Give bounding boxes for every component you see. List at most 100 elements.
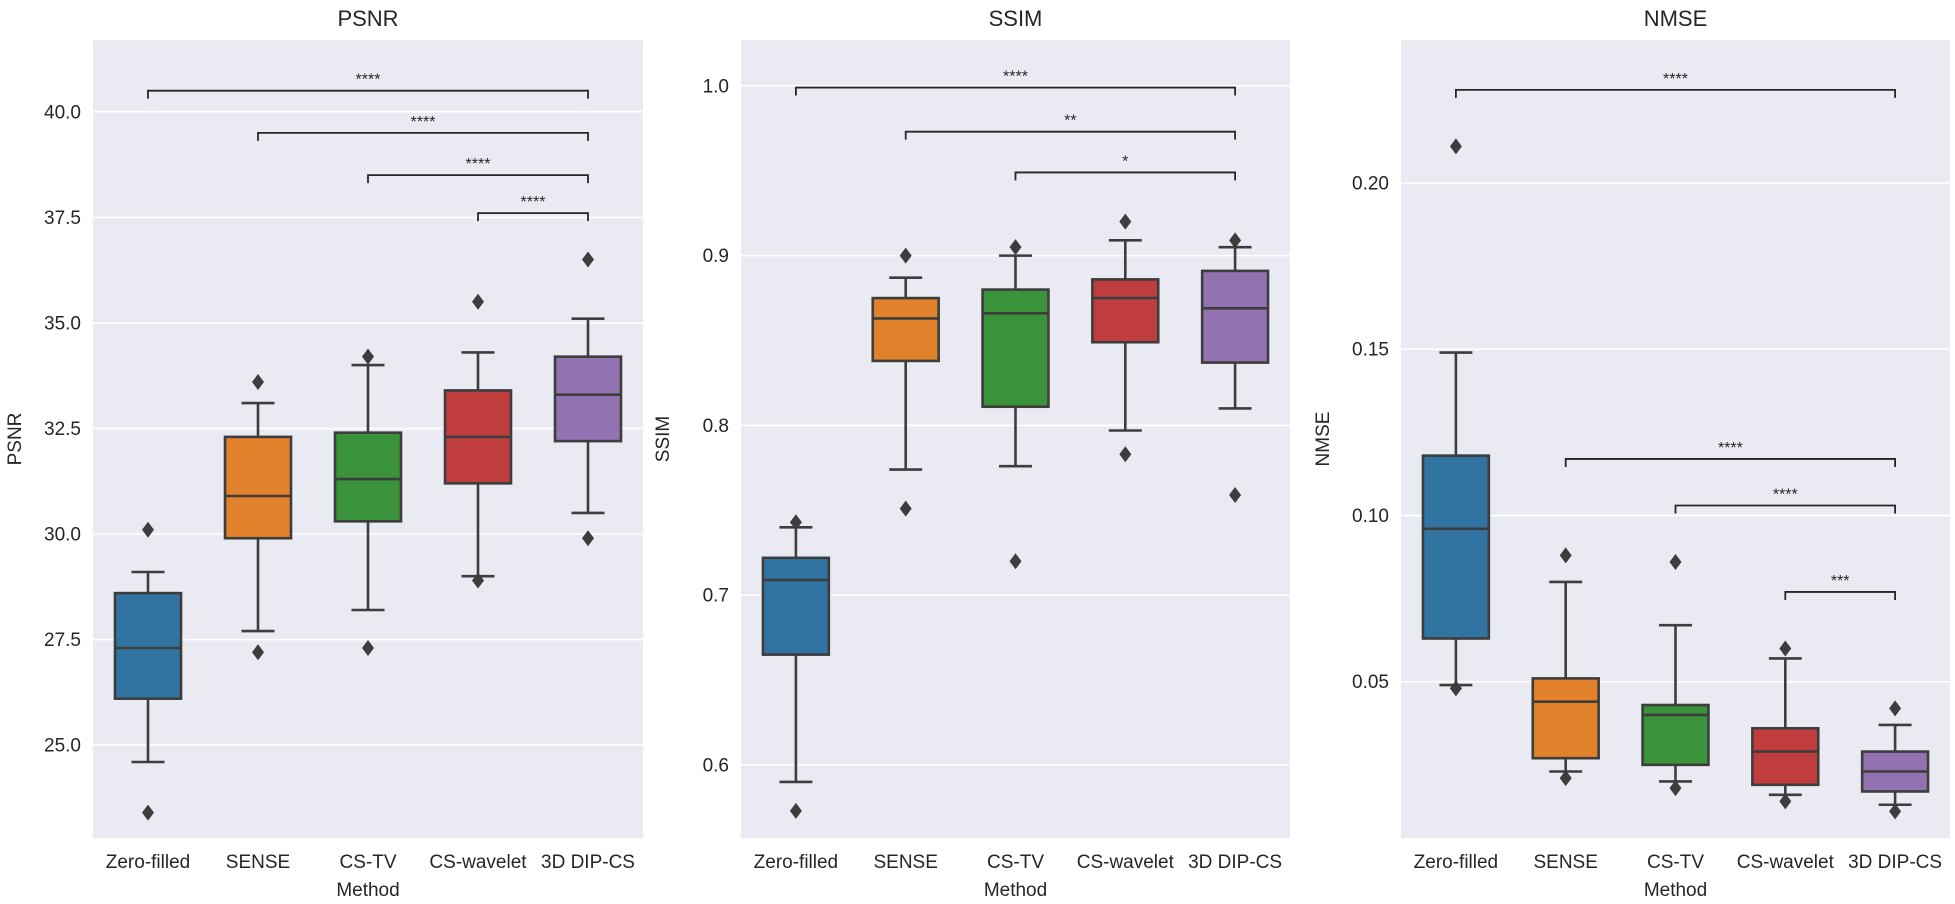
psnr-ytick-label: 27.5 (44, 630, 81, 651)
nmse-title: NMSE (1644, 6, 1708, 31)
ssim-outlier (1009, 553, 1022, 570)
ssim-bracket-label: **** (1003, 69, 1028, 86)
nmse-outlier (1559, 547, 1572, 564)
ssim-outlier (1119, 446, 1132, 463)
nmse-xtick-label: SENSE (1533, 852, 1597, 873)
nmse-ytick-label: 0.15 (1352, 340, 1389, 361)
psnr-bracket-line (367, 174, 589, 184)
ssim-outlier (1229, 232, 1242, 249)
psnr-bracket-label: **** (521, 194, 546, 211)
psnr-ytick-label: 25.0 (44, 736, 81, 757)
nmse-iqr-box (1531, 677, 1600, 760)
psnr-xtick-label: Zero-filled (106, 852, 190, 873)
psnr-bracket-line (257, 131, 589, 141)
nmse-bracket-label: *** (1831, 573, 1850, 590)
psnr-outlier (362, 640, 374, 656)
ssim-box-1 (761, 514, 831, 819)
nmse-significance-bracket: **** (1455, 71, 1896, 98)
psnr-xlabel: Method (336, 880, 399, 901)
ssim-box-3 (981, 239, 1050, 570)
psnr-box-5 (553, 251, 623, 547)
ssim-iqr-box (761, 556, 831, 656)
psnr-bracket-label: **** (411, 114, 436, 131)
nmse-panel: *************** 0.050.100.150.20 Zero-fi… (1313, 6, 1950, 901)
ssim-ytick-label: 0.9 (703, 246, 729, 267)
nmse-box-1 (1421, 138, 1491, 697)
psnr-xtick-label: 3D DIP-CS (541, 852, 635, 873)
nmse-outlier (1779, 640, 1792, 657)
nmse-xtick-label: 3D DIP-CS (1848, 852, 1942, 873)
psnr-outlier (582, 530, 594, 547)
ssim-outlier (899, 500, 912, 517)
ssim-outlier (1009, 239, 1022, 256)
nmse-bracket-label: **** (1718, 440, 1743, 457)
ssim-title: SSIM (989, 6, 1043, 31)
ssim-xtick-label: Zero-filled (754, 852, 838, 873)
ssim-iqr-box (871, 296, 940, 363)
nmse-xtick-label: CS-TV (1647, 852, 1704, 873)
psnr-ytick-label: 37.5 (44, 208, 81, 229)
nmse-outlier (1889, 803, 1902, 820)
nmse-bracket-line (1784, 591, 1896, 600)
ssim-ytick-label: 1.0 (703, 76, 729, 97)
nmse-bracket-line (1674, 504, 1896, 514)
psnr-bracket-line (147, 89, 589, 99)
nmse-outlier (1669, 780, 1682, 797)
ssim-iqr-box (981, 288, 1050, 409)
ssim-box-2 (871, 247, 940, 517)
psnr-outlier (142, 804, 154, 821)
ssim-iqr-box (1200, 269, 1270, 364)
nmse-outlier (1669, 554, 1682, 571)
ssim-bracket-label: * (1122, 153, 1128, 170)
nmse-ytick-label: 0.05 (1352, 672, 1389, 693)
ssim-xtick-label: CS-TV (987, 852, 1044, 873)
ssim-xlabel: Method (984, 880, 1047, 901)
psnr-iqr-box (113, 591, 183, 700)
psnr-outlier (252, 374, 264, 390)
psnr-panel: **** **** **** **** 25.0 27.5 30.0 32.5 35.0 37.… (5, 6, 643, 901)
nmse-xtick-label: Zero-filled (1414, 852, 1498, 873)
psnr-xtick-label: CS-TV (340, 852, 397, 873)
ssim-box-5 (1200, 232, 1270, 504)
ssim-outlier (899, 247, 912, 264)
nmse-significance-bracket: **** (1674, 487, 1896, 514)
psnr-box-3 (333, 348, 403, 656)
psnr-significance-bracket: **** (477, 194, 589, 222)
ssim-outlier (1229, 487, 1242, 504)
ssim-significance-bracket: ** (904, 113, 1236, 140)
psnr-xtick-label: SENSE (226, 852, 290, 873)
psnr-iqr-box (333, 431, 403, 523)
psnr-ylabel: PSNR (5, 413, 26, 466)
psnr-outlier (582, 251, 594, 268)
nmse-significance-bracket: *** (1784, 573, 1896, 600)
nmse-outlier (1449, 680, 1462, 697)
nmse-ylabel: NMSE (1313, 412, 1334, 467)
psnr-outlier (252, 644, 264, 661)
nmse-outlier (1559, 770, 1572, 787)
psnr-outlier (472, 572, 484, 589)
ssim-significance-bracket: **** (795, 69, 1236, 96)
ssim-significance-bracket: * (1014, 153, 1236, 181)
nmse-bracket-line (1564, 458, 1896, 467)
ssim-bracket-line (904, 130, 1236, 140)
psnr-ytick-label: 35.0 (44, 313, 81, 334)
psnr-bracket-label: **** (466, 156, 491, 173)
ssim-outlier (1119, 213, 1132, 230)
ssim-bracket-line (795, 86, 1236, 96)
nmse-iqr-box (1421, 454, 1491, 640)
ssim-iqr-box (1091, 278, 1160, 344)
ssim-xtick-label: CS-wavelet (1077, 852, 1175, 873)
nmse-bracket-label: **** (1773, 487, 1798, 504)
nmse-outlier (1449, 138, 1462, 155)
nmse-box-4 (1751, 640, 1820, 810)
psnr-bracket-line (477, 212, 589, 222)
psnr-bracket-label: **** (356, 72, 381, 89)
ssim-bracket-label: ** (1064, 113, 1076, 130)
psnr-box-4 (443, 293, 513, 589)
ssim-ytick-label: 0.6 (703, 755, 729, 776)
psnr-significance-bracket: **** (367, 156, 589, 184)
ssim-outlier (789, 514, 802, 531)
psnr-box-1 (113, 521, 183, 821)
nmse-xtick-label: CS-wavelet (1737, 852, 1835, 873)
